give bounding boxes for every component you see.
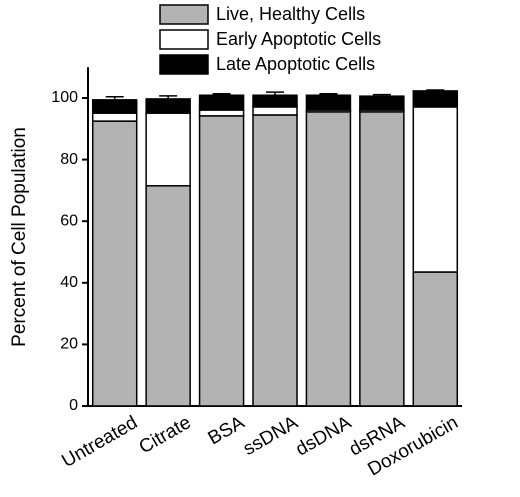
bar-segment xyxy=(198,109,245,117)
y-tick-label: 100 xyxy=(51,89,78,106)
x-tick-label: Citrate xyxy=(136,412,195,458)
bar-segment xyxy=(252,106,298,116)
legend-label: Early Apoptotic Cells xyxy=(216,29,381,49)
y-tick-label: 80 xyxy=(60,151,78,168)
bar-segment xyxy=(198,94,245,111)
x-tick-label: Untreated xyxy=(58,412,141,472)
error-bar xyxy=(105,96,124,100)
y-tick-label: 0 xyxy=(69,397,78,414)
bar-segment xyxy=(305,111,352,407)
bar-segment xyxy=(359,111,405,407)
legend-label: Live, Healthy Cells xyxy=(216,4,365,24)
bar-segment xyxy=(145,98,191,114)
bar-segment xyxy=(252,94,298,108)
legend-swatch xyxy=(159,4,209,25)
x-tick-label: dsDNA xyxy=(292,412,355,460)
x-tick-label: ssDNA xyxy=(240,412,302,460)
bar-segment xyxy=(252,114,298,407)
bar-segment xyxy=(412,271,459,407)
y-tick-label: 40 xyxy=(60,274,78,291)
bar-segment xyxy=(91,120,138,407)
bar-segment xyxy=(412,90,459,108)
error-bar xyxy=(266,91,284,96)
bar-segment xyxy=(91,99,138,114)
legend-swatch xyxy=(159,29,209,50)
bar-segment xyxy=(145,185,191,407)
error-bar xyxy=(319,92,338,96)
error-bar xyxy=(159,95,178,99)
bar-segment xyxy=(91,112,138,122)
bar-segment xyxy=(305,94,352,111)
y-tick-label: 60 xyxy=(60,212,78,229)
error-bar xyxy=(372,93,391,97)
error-bar xyxy=(426,89,445,91)
legend-label: Late Apoptotic Cells xyxy=(216,54,375,74)
bar-segment xyxy=(198,115,245,407)
bar-segment xyxy=(145,112,191,187)
bar-segment xyxy=(359,95,405,111)
y-axis-label: Percent of Cell Population xyxy=(9,127,30,347)
error-bar xyxy=(212,92,231,96)
legend-swatch xyxy=(159,54,209,75)
y-tick-label: 20 xyxy=(60,336,78,353)
bar-segment xyxy=(412,106,459,273)
